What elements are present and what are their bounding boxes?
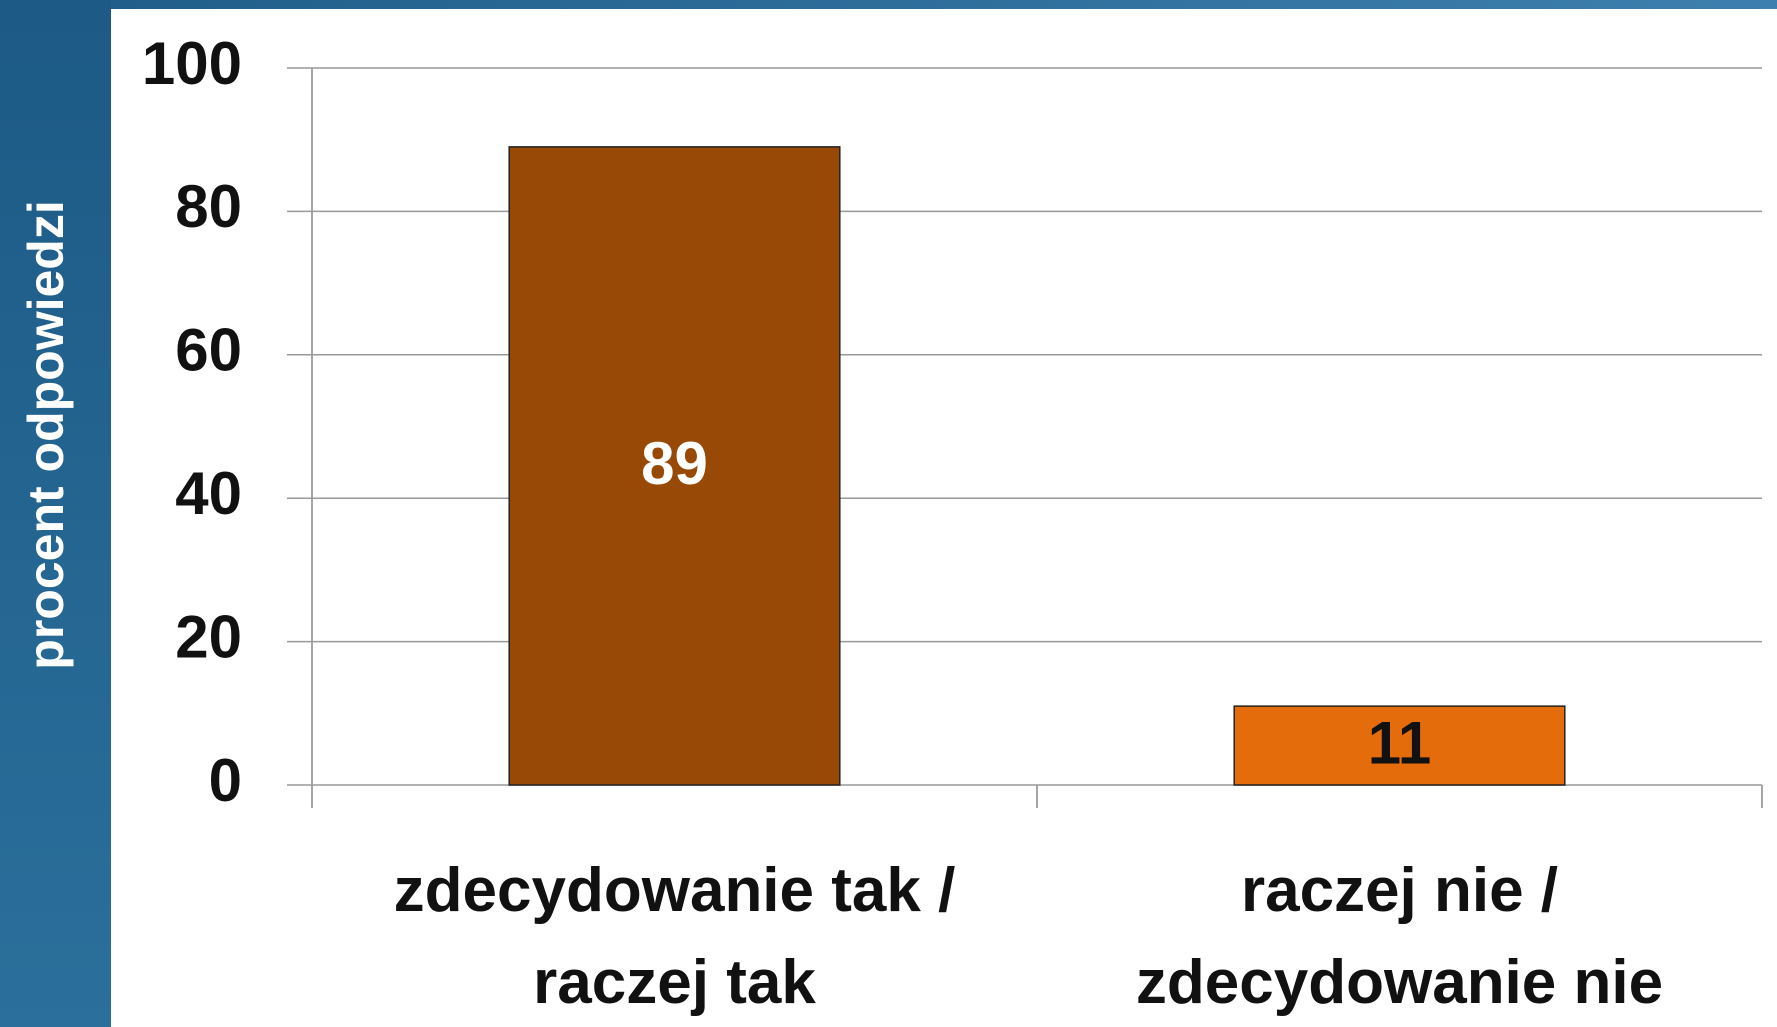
x-tick-label: zdecydowanie tak / raczej tak — [393, 856, 956, 1017]
side-band — [0, 0, 111, 1027]
bar — [508, 146, 841, 786]
bar — [1233, 705, 1566, 786]
y-tick-label: 80 — [175, 173, 242, 240]
data-label: 89 — [641, 430, 708, 497]
top-strip — [0, 0, 1777, 9]
y-tick-label: 100 — [142, 30, 242, 97]
y-axis-title: procent odpowiedzi — [18, 200, 74, 669]
y-tick-label: 0 — [209, 747, 242, 814]
y-tick-label: 40 — [175, 460, 242, 527]
x-tick-label: raczej nie / zdecydowanie nie — [1135, 856, 1664, 1017]
data-label: 11 — [1368, 709, 1431, 776]
y-tick-label: 60 — [175, 317, 242, 384]
y-tick-label: 20 — [175, 603, 242, 670]
